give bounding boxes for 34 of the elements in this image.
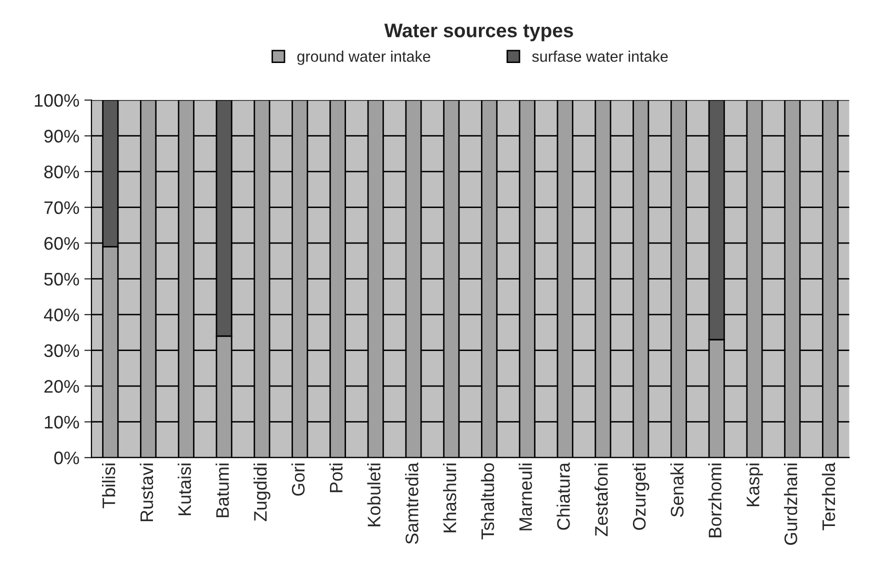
y-tick-label: 50%	[44, 272, 80, 286]
legend-label: surfase water intake	[532, 50, 668, 62]
x-tick-label: Tshaltubo	[480, 463, 494, 540]
chart-title: Water sources types	[384, 24, 573, 42]
y-tick-label: 60%	[44, 237, 80, 250]
y-tick-label: 10%	[44, 416, 80, 429]
y-tick-label: 0%	[54, 452, 80, 464]
x-tick-label: Rustavi	[140, 464, 154, 522]
x-tick-label: Senaki	[670, 464, 684, 517]
y-tick-label: 40%	[44, 308, 80, 322]
x-tick-label: Chiatura	[556, 462, 570, 530]
x-tick-label: Zugdidi	[254, 464, 270, 522]
x-tick-label: Batumi	[216, 464, 229, 518]
x-tick-label: Kobuleti	[367, 464, 380, 526]
x-tick-label: Zestafoni	[594, 464, 608, 536]
x-tick-label: Marneuli	[518, 464, 532, 530]
y-tick-label: 100%	[34, 94, 80, 107]
y-tick-label: 20%	[44, 380, 80, 393]
x-tick-label: Gori	[291, 464, 305, 496]
x-tick-label: Poti	[329, 464, 343, 492]
x-tick-label: Kaspi	[746, 464, 763, 506]
y-tick-label: 80%	[44, 166, 80, 178]
x-tick-label: Samtredia	[405, 462, 418, 544]
x-tick-label: Terzhola	[822, 462, 836, 530]
x-tick-label: Tbilisi	[102, 464, 116, 508]
legend-label: ground water intake	[297, 50, 430, 65]
x-tick-label: Gurdzhani	[784, 464, 798, 545]
x-tick-label: Borzhomi	[708, 464, 722, 538]
y-tick-label: 70%	[44, 201, 80, 214]
y-tick-label: 30%	[44, 344, 80, 358]
x-tick-label: Ozurgeti	[632, 464, 650, 530]
x-tick-label: Khashuri	[442, 464, 456, 532]
x-tick-label: Kutaisi	[178, 464, 192, 516]
y-tick-label: 90%	[44, 130, 80, 143]
